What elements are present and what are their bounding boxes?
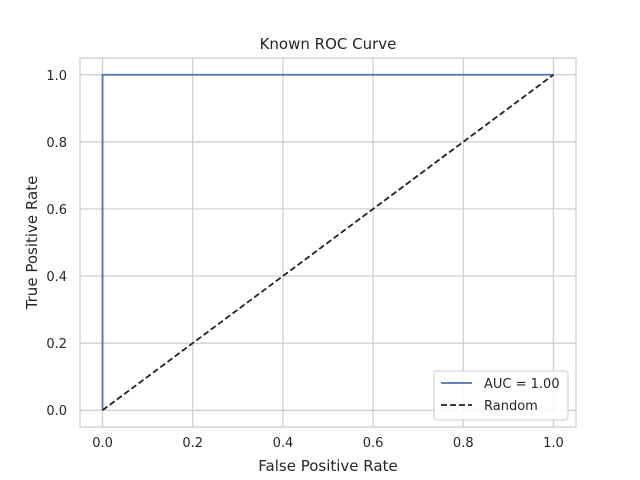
x-tick-label: 1.0	[543, 436, 564, 451]
y-axis-label: True Positive Rate	[23, 176, 41, 311]
roc-curve-line	[101, 73, 554, 411]
legend: AUC = 1.00 Random	[433, 370, 569, 421]
y-tick-label: 0.4	[46, 270, 67, 285]
y-tick-label: 0.0	[46, 404, 67, 419]
series-layer	[101, 73, 554, 411]
x-tick-label: 0.6	[363, 436, 384, 451]
plot-frame	[79, 57, 577, 428]
x-axis-label: False Positive Rate	[258, 457, 397, 475]
x-tick-label: 0.4	[273, 436, 294, 451]
x-tick-label: 0.0	[92, 436, 113, 451]
x-tick-label: 0.8	[453, 436, 474, 451]
y-tick-label: 1.0	[46, 69, 67, 84]
x-tick-label: 0.2	[182, 436, 203, 451]
y-tick-label: 0.8	[46, 136, 67, 151]
legend-label-auc: AUC = 1.00	[484, 377, 560, 392]
legend-label-random: Random	[484, 399, 538, 414]
grid-lines	[80, 58, 576, 427]
y-tick-label: 0.2	[46, 337, 67, 352]
tick-labels: 0.0 0.2 0.4 0.6 0.8 1.0 0.0 0.2 0.4 0.6 0.8 1.0	[46, 69, 563, 451]
y-tick-label: 0.6	[46, 203, 67, 218]
random-baseline-line	[102, 74, 554, 411]
chart-title: Known ROC Curve	[260, 35, 397, 53]
